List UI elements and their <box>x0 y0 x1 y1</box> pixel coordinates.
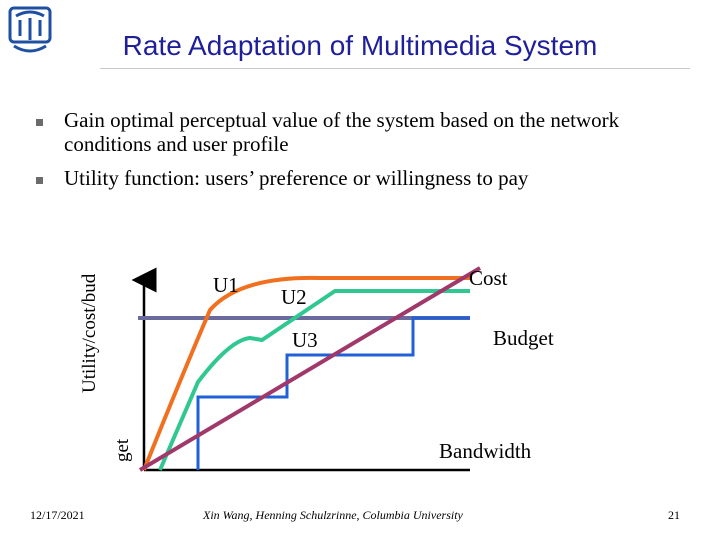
bullet-square-icon <box>36 119 43 126</box>
bullet-text: Gain optimal perceptual value of the sys… <box>64 108 620 156</box>
x-axis-label: Bandwidth <box>439 439 532 463</box>
cost-label: Cost <box>469 266 508 290</box>
u2-label: U2 <box>281 285 307 309</box>
cost-line <box>138 266 482 472</box>
u1-label: U1 <box>213 273 239 297</box>
u3-label: U3 <box>292 328 318 352</box>
u3-curve <box>196 316 470 470</box>
slide-title: Rate Adaptation of Multimedia System <box>122 30 598 61</box>
bullet-item: Utility function: users’ preference or w… <box>30 166 670 190</box>
footer-date: 12/17/2021 <box>30 508 85 522</box>
footer-page-number: 21 <box>668 508 680 522</box>
bullet-text: Utility function: users’ preference or w… <box>64 166 529 190</box>
u2-curve <box>158 289 470 471</box>
university-logo-icon <box>8 6 52 53</box>
bullet-list: Gain optimal perceptual value of the sys… <box>30 108 670 200</box>
title-divider <box>100 68 690 69</box>
bullet-item: Gain optimal perceptual value of the sys… <box>30 108 670 156</box>
footer-author: Xin Wang, Henning Schulzrinne, Columbia … <box>203 508 463 522</box>
u1-curve <box>142 275 470 471</box>
budget-label: Budget <box>493 326 554 350</box>
bullet-square-icon <box>36 177 43 184</box>
